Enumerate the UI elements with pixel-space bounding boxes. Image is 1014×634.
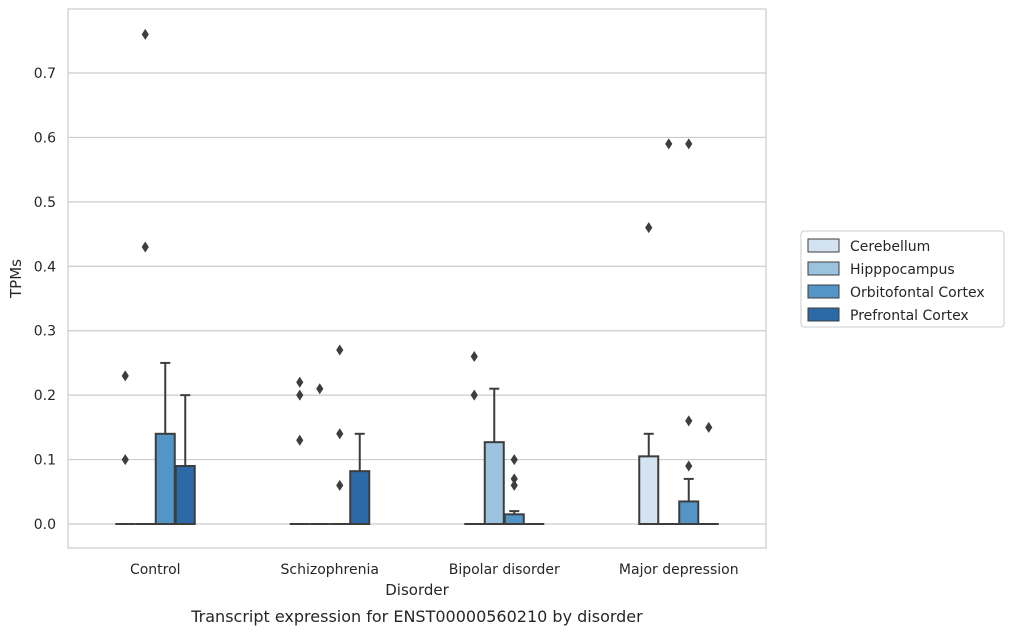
legend-swatch [807, 307, 840, 322]
chart-caption: Transcript expression for ENST0000056021… [190, 607, 643, 626]
x-tick-label: Bipolar disorder [449, 562, 560, 578]
y-tick-label: 0.3 [34, 324, 56, 340]
box-hipppocampus-2 [483, 387, 505, 526]
outlier-point [510, 454, 518, 466]
box-orbitofontal-cortex-1 [329, 344, 350, 525]
outlier-point [121, 370, 129, 382]
outlier-point [316, 383, 324, 395]
y-tick-label: 0.6 [34, 130, 56, 146]
box-hipppocampus-3 [658, 138, 679, 525]
box-body [638, 455, 660, 526]
box-orbitofontal-cortex-0 [154, 361, 176, 525]
legend-label: Cerebellum [850, 239, 930, 255]
x-tick-labels: Control Schizophrenia Bipolar disorder Majo… [130, 562, 739, 578]
outlier-point [705, 421, 713, 433]
plot-marks [115, 28, 719, 526]
box-body [503, 513, 525, 525]
outlier-point [510, 479, 518, 491]
legend-box [800, 230, 1005, 328]
outlier-point [121, 454, 129, 466]
box-hipppocampus-0 [135, 28, 156, 525]
outlier-point [336, 428, 344, 440]
x-axis-label: Disorder [385, 581, 449, 599]
y-tick-label: 0.4 [34, 259, 56, 275]
box-cerebellum-2 [464, 350, 485, 525]
box-body [154, 432, 176, 525]
box-prefrontal-cortex-3 [698, 421, 719, 525]
box-orbitofontal-cortex-3 [678, 138, 700, 526]
box-prefrontal-cortex-0 [174, 394, 196, 525]
outlier-point [296, 376, 304, 388]
box-cerebellum-1 [289, 376, 310, 525]
legend-label: Orbitofontal Cortex [850, 285, 985, 301]
outlier-point [685, 460, 693, 472]
outlier-point [296, 434, 304, 446]
outlier-point [665, 138, 673, 150]
y-axis-label: TPMs [7, 259, 25, 299]
y-tick-label: 0.0 [34, 517, 56, 533]
box-body [483, 441, 505, 526]
box-body [349, 470, 371, 526]
legend-label: Hipppocampus [850, 262, 955, 278]
outlier-point [685, 415, 693, 427]
legend-label: Prefrontal Cortex [850, 308, 969, 324]
legend-swatch [807, 238, 840, 253]
x-tick-label: Schizophrenia [281, 562, 379, 578]
box-cerebellum-3 [638, 222, 660, 526]
outlier-point [470, 389, 478, 401]
outlier-point [685, 138, 693, 150]
x-tick-label: Major depression [619, 562, 739, 578]
outlier-point [470, 350, 478, 362]
legend-swatch [807, 261, 840, 276]
y-tick-label: 0.2 [34, 388, 56, 404]
box-hipppocampus-1 [309, 383, 330, 525]
box-prefrontal-cortex-1 [349, 432, 371, 526]
outlier-point [645, 222, 653, 234]
outlier-point [296, 389, 304, 401]
outlier-point [336, 479, 344, 491]
box-cerebellum-0 [115, 370, 136, 525]
legend: Cerebellum Hipppocampus Orbitofontal Corte… [800, 230, 1005, 328]
y-tick-labels: 0.0 0.1 0.2 0.3 0.4 0.5 0.6 0.7 [34, 66, 56, 533]
x-tick-label: Control [130, 562, 181, 578]
plot-frame [67, 8, 767, 549]
y-tick-label: 0.5 [34, 195, 56, 211]
outlier-point [510, 473, 518, 485]
box-orbitofontal-cortex-2 [503, 454, 525, 525]
y-tick-label: 0.1 [34, 453, 56, 469]
box-body [678, 500, 700, 526]
outlier-point [141, 241, 149, 253]
outlier-point [336, 344, 344, 356]
y-tick-label: 0.7 [34, 66, 56, 82]
outlier-point [141, 28, 149, 40]
box-body [174, 465, 196, 525]
legend-swatch [807, 284, 840, 299]
